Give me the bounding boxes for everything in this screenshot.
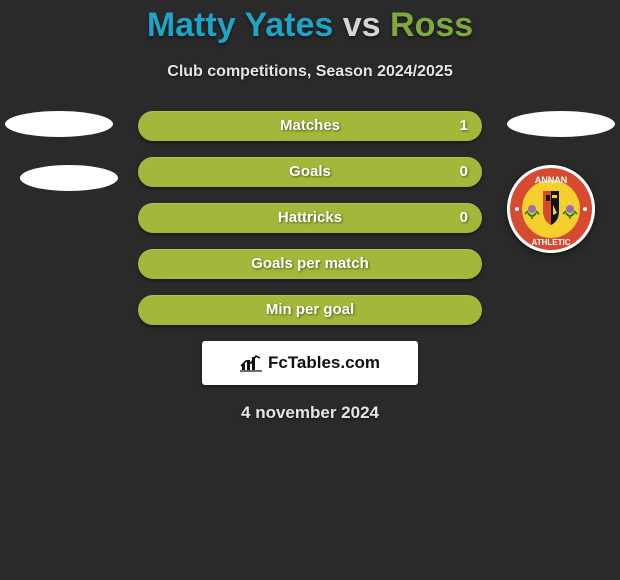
watermark-text: FcTables.com — [268, 353, 380, 373]
stat-label: Min per goal — [138, 295, 482, 325]
stat-bar: Min per goal — [138, 295, 482, 325]
stat-bar: Matches 1 — [138, 111, 482, 141]
stat-row-min-per-goal: Min per goal — [0, 295, 620, 325]
stat-label: Goals per match — [138, 249, 482, 279]
stat-bar: Goals 0 — [138, 157, 482, 187]
stat-label: Matches — [138, 111, 482, 141]
stats-container: ANNAN ATHLETIC Matches — [0, 111, 620, 325]
vs-text: vs — [333, 6, 390, 44]
date-text: 4 november 2024 — [0, 403, 620, 423]
stat-label: Hattricks — [138, 203, 482, 233]
stat-row-hattricks: Hattricks 0 — [0, 203, 620, 233]
watermark: FcTables.com — [0, 341, 620, 385]
watermark-box: FcTables.com — [202, 341, 418, 385]
svg-text:ATHLETIC: ATHLETIC — [532, 238, 571, 247]
stat-value: 1 — [460, 111, 468, 141]
stat-value: 0 — [460, 157, 468, 187]
stat-row-matches: Matches 1 — [0, 111, 620, 141]
subtitle: Club competitions, Season 2024/2025 — [0, 63, 620, 81]
player-b-name: Ross — [390, 6, 473, 44]
player-a-name: Matty Yates — [147, 6, 333, 44]
page-title: Matty Yates vs Ross — [0, 0, 620, 45]
chart-icon — [240, 354, 262, 372]
stat-value: 0 — [460, 203, 468, 233]
stat-bar: Goals per match — [138, 249, 482, 279]
stat-bar: Hattricks 0 — [138, 203, 482, 233]
stat-row-goals: Goals 0 — [0, 157, 620, 187]
stat-label: Goals — [138, 157, 482, 187]
stat-row-goals-per-match: Goals per match — [0, 249, 620, 279]
